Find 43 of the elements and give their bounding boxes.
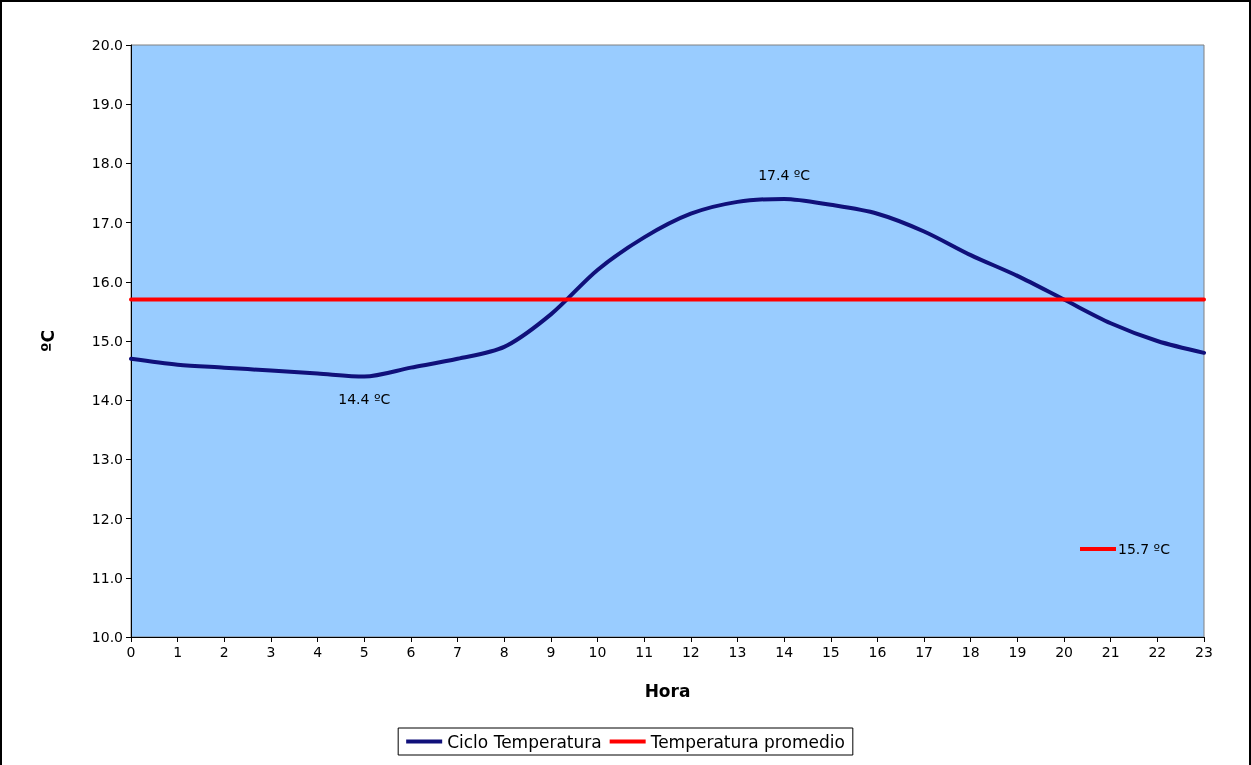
annotation: 15.7 ºC bbox=[1118, 541, 1171, 557]
y-tick-label: 10.0 bbox=[91, 629, 123, 645]
y-tick-label: 12.0 bbox=[91, 510, 123, 527]
x-tick-label: 5 bbox=[359, 644, 369, 660]
line-series bbox=[129, 196, 1206, 379]
x-tick-label: 4 bbox=[313, 644, 323, 660]
x-tick-label: 18 bbox=[961, 644, 980, 660]
annotation: 17.4 ºC bbox=[758, 166, 811, 183]
x-tick-label: 8 bbox=[499, 644, 509, 660]
y-tick-label: 18.0 bbox=[91, 155, 123, 172]
x-tick-label: 12 bbox=[681, 644, 700, 660]
y-tick-label: 17.0 bbox=[91, 214, 123, 231]
y-tick-label: 19.0 bbox=[91, 96, 123, 113]
x-tick-label: 20 bbox=[1055, 644, 1073, 660]
x-axis-title: Hora bbox=[644, 680, 691, 701]
y-tick-label: 11.0 bbox=[91, 569, 123, 586]
x-tick-label: 16 bbox=[868, 644, 887, 660]
legend-label: Ciclo Temperatura bbox=[447, 731, 602, 752]
x-tick-label: 6 bbox=[406, 644, 416, 660]
x-tick-label: 7 bbox=[453, 644, 463, 660]
x-tick-label: 23 bbox=[1195, 644, 1213, 660]
x-tick-label: 13 bbox=[728, 644, 747, 660]
x-tick-label: 15 bbox=[821, 644, 840, 660]
x-tick-label: 17 bbox=[915, 644, 933, 660]
y-tick-label: 15.0 bbox=[91, 333, 123, 349]
x-tick-label: 9 bbox=[546, 644, 556, 660]
x-tick-label: 10 bbox=[588, 644, 607, 660]
x-tick-label: 11 bbox=[635, 644, 654, 660]
y-tick-label: 13.0 bbox=[91, 451, 123, 468]
x-tick-label: 21 bbox=[1101, 644, 1120, 660]
y-axis-title: ºC bbox=[37, 329, 58, 353]
x-tick-label: 22 bbox=[1148, 644, 1167, 660]
x-tick-label: 2 bbox=[219, 644, 229, 660]
x-tick-label: 3 bbox=[266, 644, 276, 660]
x-tick-label: 1 bbox=[173, 644, 183, 660]
x-tick-label: 14 bbox=[775, 644, 794, 660]
x-tick-label: 19 bbox=[1008, 644, 1027, 660]
annotation: 14.4 ºC bbox=[338, 390, 391, 407]
x-tick-label: 0 bbox=[126, 644, 136, 660]
legend-label: Temperatura promedio bbox=[649, 731, 845, 752]
y-tick-label: 14.0 bbox=[91, 392, 123, 409]
y-tick-label: 16.0 bbox=[91, 273, 123, 290]
y-tick-label: 20.0 bbox=[91, 37, 123, 53]
